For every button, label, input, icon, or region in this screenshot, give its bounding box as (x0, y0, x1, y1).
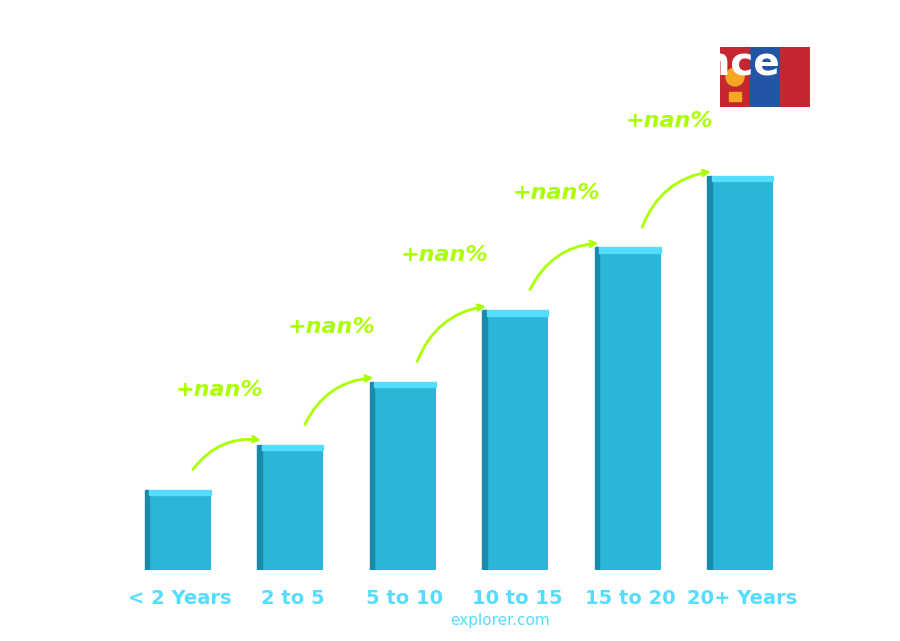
Bar (262, 445, 323, 450)
Bar (750, 47, 780, 107)
Text: 0 MNT: 0 MNT (545, 226, 593, 240)
Bar (487, 310, 548, 315)
Bar (262, 445, 323, 570)
Text: Salary Comparison By Experience: Salary Comparison By Experience (45, 45, 779, 83)
Text: 0 MNT: 0 MNT (658, 154, 706, 169)
Polygon shape (145, 490, 149, 570)
Bar (720, 47, 750, 107)
Text: +nan%: +nan% (176, 380, 263, 400)
Bar (599, 247, 661, 253)
Bar (712, 176, 773, 181)
Text: 0 MNT: 0 MNT (95, 468, 143, 483)
Bar (487, 310, 548, 570)
Bar (149, 490, 211, 495)
Bar (712, 176, 773, 570)
Polygon shape (370, 382, 374, 570)
Text: salary: salary (398, 613, 450, 628)
Polygon shape (482, 310, 487, 570)
Polygon shape (595, 247, 599, 570)
Text: Biomedical Engineering Technician: Biomedical Engineering Technician (45, 103, 481, 126)
Text: +nan%: +nan% (288, 317, 375, 337)
Text: +nan%: +nan% (400, 246, 488, 265)
Text: Average Monthly Salary: Average Monthly Salary (862, 246, 875, 395)
Polygon shape (707, 176, 712, 570)
Text: +nan%: +nan% (513, 183, 600, 203)
Circle shape (726, 68, 744, 86)
Text: +nan%: +nan% (626, 111, 713, 131)
Text: 0 MNT: 0 MNT (208, 423, 256, 438)
Bar (729, 92, 741, 101)
Bar (780, 47, 810, 107)
Text: explorer.com: explorer.com (450, 613, 550, 628)
Bar (374, 382, 436, 387)
Text: 0 MNT: 0 MNT (320, 360, 368, 375)
Bar (149, 490, 211, 570)
Polygon shape (257, 445, 262, 570)
Bar (599, 247, 661, 570)
Text: 0 MNT: 0 MNT (433, 288, 481, 304)
Bar (374, 382, 436, 570)
